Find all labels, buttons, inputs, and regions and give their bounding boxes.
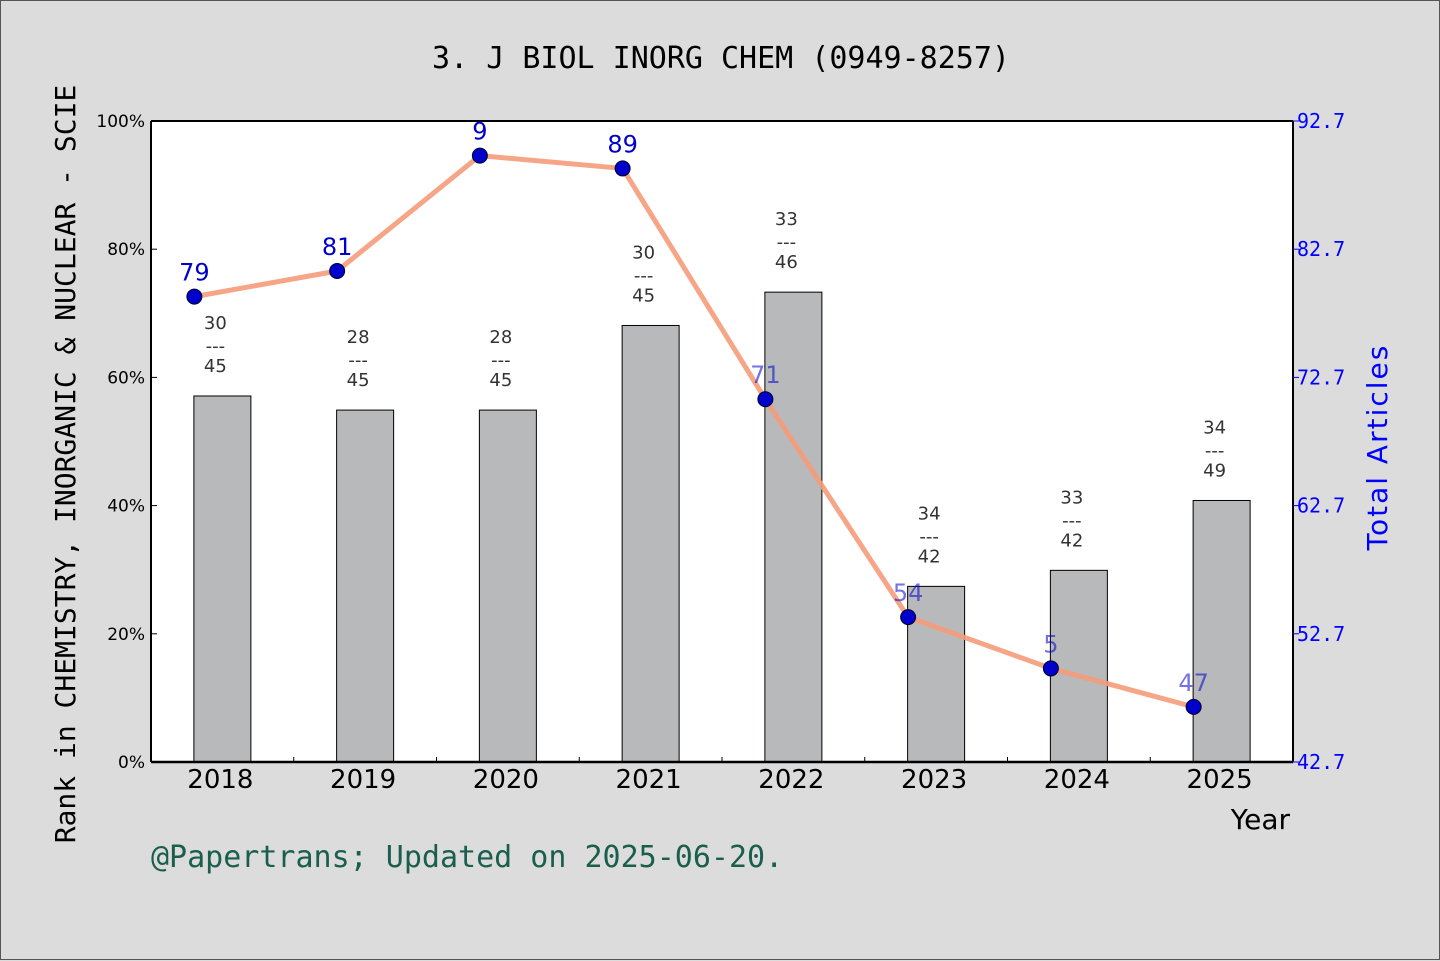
line-point (614, 160, 631, 177)
bar-rank-label: 33 (775, 209, 798, 230)
line-point-label: 47 (1178, 669, 1209, 697)
line-point (329, 262, 346, 279)
bar-total-label: 42 (1060, 530, 1083, 551)
footer-note: @Papertrans; Updated on 2025-06-20. (151, 840, 783, 875)
line-point (471, 147, 488, 164)
bar-label-separator: --- (634, 265, 654, 286)
bar (621, 324, 680, 763)
bar (478, 409, 537, 763)
right-tick-label: 82.7 (1297, 237, 1345, 261)
left-tick-label: 60% (107, 368, 145, 388)
bar-total-label: 42 (918, 546, 941, 567)
line-point (1042, 660, 1059, 677)
x-tick-label: 2022 (758, 765, 824, 795)
left-tick-label: 100% (96, 112, 145, 132)
line-point-label: 9 (472, 118, 487, 146)
left-tick-label: 20% (107, 625, 145, 645)
line-point (757, 391, 774, 408)
right-tick-label: 92.7 (1297, 109, 1345, 133)
plot-background (151, 121, 1293, 762)
left-axis-label: Rank in CHEMISTRY, INORGANIC & NUCLEAR -… (49, 85, 82, 844)
bar-label-separator: --- (491, 350, 511, 371)
bar-label-separator: --- (1062, 510, 1082, 531)
line-point-label: 89 (607, 130, 638, 158)
bar-rank-label: 28 (347, 327, 370, 348)
line-point-label: 5 (1043, 630, 1058, 658)
bar-rank-label: 30 (632, 242, 655, 263)
total-articles-line (193, 153, 1195, 710)
right-tick-label: 52.7 (1297, 622, 1345, 646)
right-tick-label: 42.7 (1297, 750, 1345, 774)
bar-rank-label: 34 (918, 503, 941, 524)
plot-area: 30---4528---4528---4530---4533---4634---… (96, 109, 1345, 795)
right-tick-label: 72.7 (1297, 365, 1345, 389)
x-tick-label: 2024 (1044, 765, 1110, 795)
left-tick-label: 0% (118, 753, 145, 773)
x-tick-label: 2020 (473, 765, 539, 795)
bar (336, 409, 395, 763)
line-point-label: 71 (750, 361, 781, 389)
bar-label-separator: --- (777, 232, 797, 253)
bar-total-label: 46 (775, 252, 798, 273)
bar-label-separator: --- (206, 336, 226, 357)
line-point (186, 288, 203, 305)
left-tick-label: 80% (107, 240, 145, 260)
bar-rank-label: 30 (204, 313, 227, 334)
right-axis-label: Total Articles (1361, 344, 1394, 552)
bar-total-label: 45 (204, 356, 227, 377)
x-tick-label: 2023 (901, 765, 967, 795)
x-tick-label: 2019 (330, 765, 396, 795)
bar-total-label: 45 (489, 370, 512, 391)
bar-label-separator: --- (348, 350, 368, 371)
line-point-label: 79 (179, 259, 210, 287)
bar (193, 395, 252, 763)
chart-title: 3. J BIOL INORG CHEM (0949-8257) (432, 41, 1010, 76)
left-tick-label: 40% (107, 497, 145, 517)
line-point (1185, 698, 1202, 715)
bar (764, 291, 823, 763)
x-tick-label: 2018 (187, 765, 253, 795)
bar (1049, 569, 1108, 763)
bar-total-label: 45 (347, 370, 370, 391)
x-axis-label: Year (1230, 803, 1291, 836)
line-point-label: 54 (893, 579, 924, 607)
bar-total-label: 45 (632, 285, 655, 306)
bar-rank-label: 34 (1203, 417, 1226, 438)
bar-label-separator: --- (919, 526, 939, 547)
bar-rank-label: 33 (1060, 487, 1083, 508)
bar (907, 585, 966, 763)
bar-total-label: 49 (1203, 460, 1226, 481)
line-point (900, 609, 917, 626)
x-tick-label: 2021 (616, 765, 682, 795)
right-tick-label: 62.7 (1297, 494, 1345, 518)
bar (1192, 499, 1251, 763)
x-tick-label: 2025 (1187, 765, 1253, 795)
bar-label-separator: --- (1205, 440, 1225, 461)
line-point-label: 81 (322, 233, 353, 261)
bar-rank-label: 28 (489, 327, 512, 348)
